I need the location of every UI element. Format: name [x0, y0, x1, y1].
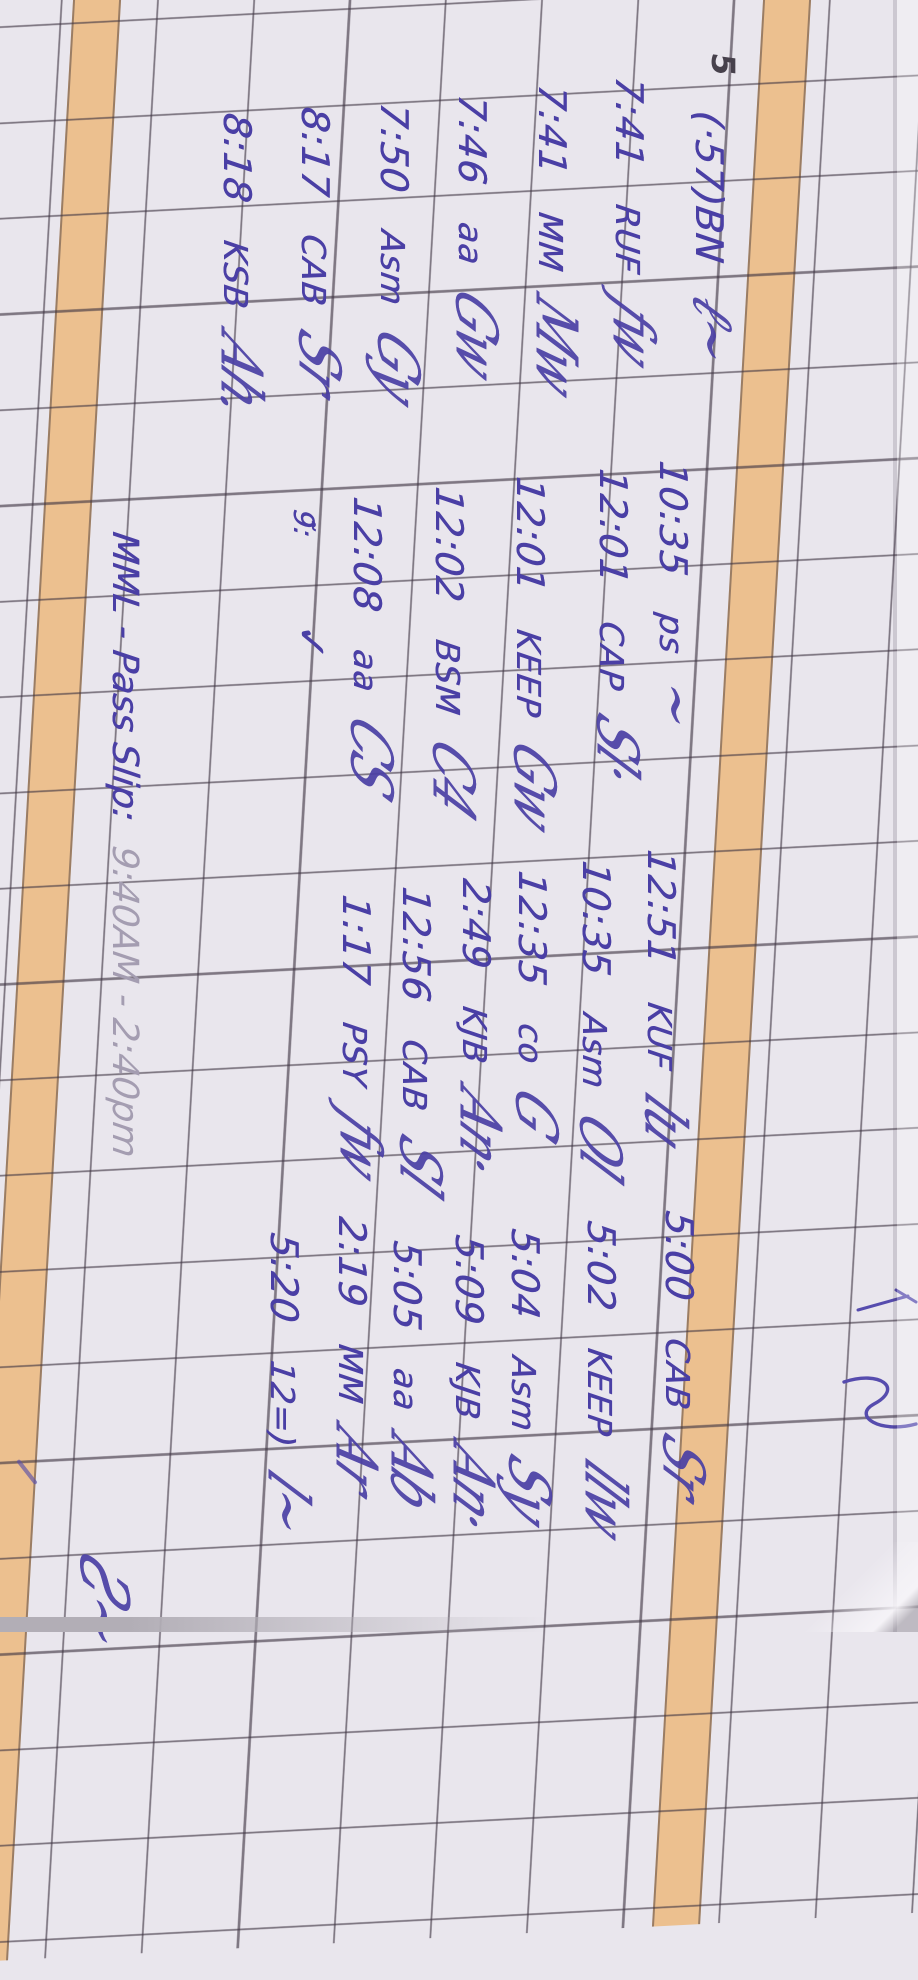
- entry-time: 10:35: [574, 858, 618, 979]
- entry-time: 2:19: [330, 1214, 374, 1310]
- pen-scribble-arrow: [856, 1288, 918, 1312]
- entry-time: 5:04: [503, 1226, 547, 1322]
- entry-evening-1: 5:00 CAB Sr: [650, 1208, 717, 1512]
- entry-initials: aa: [346, 647, 385, 695]
- entry-time: 7:41: [607, 74, 651, 170]
- footer-note-ink: MML - Pass Slip:: [104, 529, 145, 824]
- footer-note: MML - Pass Slip: 9:40AM - 2:40pm: [91, 527, 145, 1160]
- entry-evening-2: 5:02 KEEP llw: [572, 1218, 639, 1552]
- entry-initials: Asm: [575, 1011, 614, 1092]
- entry-evening-5: 5:05 aa Ab: [378, 1238, 445, 1523]
- entry-initials: RUF: [608, 201, 647, 277]
- entry-morning-2: 7:41 MM Mw: [523, 82, 590, 410]
- entry-time: 12:51: [639, 847, 683, 968]
- entry-initials: CAB: [395, 1037, 434, 1114]
- entry-midday-3: 12:01 KEEP Gw: [501, 474, 568, 844]
- entry-initials: KUF: [640, 1000, 679, 1073]
- entry-initials: ps: [652, 611, 691, 657]
- entry-initials: KJB: [455, 1003, 494, 1067]
- entry-afternoon-4: 2:49 KJB An·: [447, 876, 514, 1189]
- entry-initials: BSM: [428, 637, 467, 718]
- entry-afternoon-2: 10:35 Asm Ol: [567, 858, 634, 1190]
- entry-midday-2: 12:01 CAP Sl·: [584, 466, 651, 798]
- entry-morning-4: 7:50 Asm Gy: [365, 100, 432, 418]
- entry-time: 10:35: [651, 458, 695, 579]
- entry-afternoon-5: 12:56 CAB Sl: [387, 884, 454, 1205]
- entry-time: 12:08: [345, 494, 389, 615]
- entry-time: 8:18: [215, 110, 259, 206]
- entry-time: 8:17: [293, 104, 337, 200]
- entry-initials: MM: [331, 1341, 370, 1407]
- entry-initials: co: [511, 1021, 550, 1067]
- adjacent-page-edge: [897, 0, 918, 1632]
- entry-time: 1:17: [334, 892, 378, 988]
- entry-evening-4: 5:09 KJB An·: [440, 1232, 507, 1545]
- entry-initials: KSB: [216, 237, 255, 312]
- entry-initials: Asm: [504, 1353, 543, 1435]
- entry-time: 12:35: [510, 868, 554, 989]
- entry-afternoon-1: 12:51 KUF lu: [632, 847, 699, 1162]
- entry-evening-7: 5:20 12=) l~: [255, 1230, 322, 1549]
- entry-initials: CAB: [658, 1335, 697, 1413]
- entry-morning-3: 7:46 aa Gw: [443, 92, 510, 392]
- entry-initials: PSY: [335, 1019, 374, 1090]
- entry-afternoon-3: 12:35 co G: [503, 868, 570, 1151]
- entry-morning-5: 8:17 CAB Sr: [286, 104, 353, 408]
- entry-initials: KEEP: [580, 1345, 619, 1439]
- entry-time: 5:20: [262, 1230, 306, 1326]
- entry-evening-6: 2:19 MM Ar: [323, 1214, 390, 1508]
- entry-initials: aa: [451, 219, 490, 268]
- pen-scribble-loop: [842, 1376, 918, 1429]
- entry-time: 12:02: [427, 484, 471, 605]
- entry-morning-6: 8:18 KSB Ah.: [208, 110, 275, 434]
- entry-midday-4: 12:02 BSM C4: [420, 484, 487, 829]
- entry-initials: Asm: [373, 227, 412, 309]
- entry-time: 7:46: [450, 92, 494, 188]
- entry-time: 5:09: [447, 1232, 491, 1328]
- check-mark-text: ✓: [288, 621, 334, 662]
- entry-time: 2:49: [454, 876, 498, 972]
- page-corner-curl: [798, 1542, 918, 1632]
- entry-initials: CAB: [294, 231, 333, 309]
- entry-time: 12:56: [394, 884, 438, 1005]
- header-note: (·57)BN ℓ~: [680, 108, 747, 378]
- entry-time: 7:50: [372, 100, 416, 196]
- entry-midday-1: 10:35 ps ~: [644, 458, 711, 743]
- entry-time: 5:02: [579, 1218, 623, 1314]
- note-mark-text: 9̃:: [287, 507, 320, 540]
- entry-initials: 12=): [263, 1357, 302, 1450]
- entry-time: 7:41: [530, 82, 574, 178]
- entry-initials: CAP: [592, 619, 631, 694]
- entry-time: 12:01: [591, 466, 635, 587]
- table-surface-edge: [0, 1617, 643, 1632]
- stray-signature: Ƨ~: [65, 1538, 143, 1666]
- entry-afternoon-6: 1:17 PSY fw: [327, 892, 394, 1192]
- entry-evening-3: 5:04 Asm Sy: [496, 1226, 563, 1538]
- entry-morning-1: 7:41 RUF fw: [600, 74, 667, 379]
- header-note-text: (·57)BN: [687, 108, 731, 267]
- entry-initials: KJB: [448, 1359, 487, 1423]
- entry-time: 12:01: [508, 474, 552, 595]
- entry-initials: aa: [386, 1365, 425, 1414]
- entry-initials: MM: [531, 209, 570, 275]
- entry-initials: KEEP: [509, 627, 548, 720]
- entry-midday-5: 12:08 aa CS: [338, 494, 405, 809]
- page-edge-shadow: [893, 0, 897, 1632]
- entry-time: 5:05: [385, 1238, 429, 1334]
- entry-time: 5:00: [657, 1208, 701, 1304]
- footer-note-pencil: 9:40AM - 2:40pm: [104, 843, 145, 1161]
